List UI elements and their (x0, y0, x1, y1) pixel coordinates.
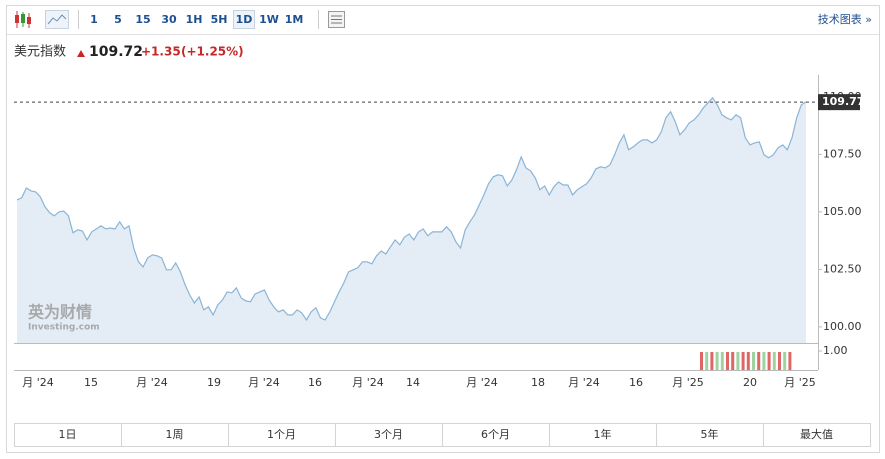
tech-chart-link[interactable]: 技术图表 » (818, 12, 872, 26)
volume-bar (741, 352, 745, 370)
x-tick-label: 月 '25 (672, 376, 704, 389)
range-label: 1日 (59, 428, 77, 441)
volume-bar (788, 352, 792, 370)
interval-button[interactable]: 5 (114, 13, 122, 26)
interval-button[interactable]: 5H (211, 13, 228, 26)
interval-button[interactable]: 30 (161, 13, 177, 26)
volume-bar (752, 352, 755, 370)
table-icon[interactable] (328, 11, 345, 28)
volume-bar (726, 352, 729, 370)
interval-button[interactable]: 1 (90, 13, 98, 26)
x-tick-label: 月 '24 (136, 376, 168, 389)
last-price: 109.72 (89, 44, 143, 60)
last-price-label: 109.77 (822, 95, 864, 108)
x-tick-label: 15 (84, 376, 98, 389)
interval-button[interactable]: 1H (186, 13, 203, 26)
x-tick-label: 20 (743, 376, 757, 389)
range-label: 最大值 (800, 427, 833, 441)
x-tick-label: 18 (531, 376, 545, 389)
volume-bar (710, 352, 714, 370)
range-label: 5年 (701, 427, 719, 441)
range-label: 3个月 (374, 428, 403, 441)
volume-bar (767, 352, 771, 370)
volume-bar (757, 352, 761, 370)
x-tick-label: 月 '24 (248, 376, 280, 389)
candle-icon[interactable] (15, 11, 31, 28)
volume-bar (783, 352, 787, 370)
y-tick-label: 105.00 (823, 205, 862, 218)
range-label: 1年 (594, 427, 612, 441)
volume-bar (731, 352, 735, 370)
volume-bar (772, 352, 776, 370)
range-button[interactable] (763, 423, 871, 447)
watermark-brand: 英为财情 (27, 303, 92, 322)
y-tick-label: 100.00 (823, 320, 862, 333)
interval-button[interactable]: 1M (285, 13, 304, 26)
volume-bar (746, 352, 750, 370)
instrument-name: 美元指数 (14, 45, 66, 60)
selected-box (233, 10, 255, 29)
range-label: 1周 (166, 428, 184, 441)
x-tick-label: 月 '24 (22, 376, 54, 389)
x-tick-label: 月 '24 (352, 376, 384, 389)
volume-bar (762, 352, 766, 370)
last-price-box (818, 94, 860, 111)
watermark-site: Investing.com (28, 323, 100, 333)
area-icon[interactable] (45, 10, 69, 29)
range-label: 6个月 (481, 428, 510, 441)
up-arrow (77, 50, 85, 57)
y-tick-label: 107.50 (823, 147, 862, 160)
interval-button[interactable]: 1D (236, 13, 253, 26)
x-tick-label: 月 '25 (784, 376, 816, 389)
volume-bar (705, 352, 709, 370)
area-fill (17, 97, 806, 343)
interval-button[interactable]: 15 (135, 13, 150, 26)
volume-bar (778, 352, 781, 370)
x-tick-label: 16 (629, 376, 643, 389)
x-tick-label: 月 '24 (466, 376, 498, 389)
volume-bar (715, 352, 719, 370)
price-line (16, 96, 807, 322)
x-tick-label: 16 (308, 376, 322, 389)
plot: 100.00102.50105.00107.50110.00109.771.00… (14, 75, 864, 389)
y-tick-label: 102.50 (823, 262, 862, 275)
range-label: 1个月 (267, 428, 296, 441)
interval-button[interactable]: 1W (259, 13, 279, 26)
change-pct: (+1.25%) (181, 45, 244, 59)
volume-bar (736, 352, 740, 370)
volume-bar (720, 352, 724, 370)
x-tick-label: 14 (406, 376, 420, 389)
x-tick-label: 19 (207, 376, 221, 389)
volume-bar (700, 352, 703, 370)
change: +1.35 (141, 45, 181, 59)
volume-tick-label: 1.00 (823, 344, 848, 357)
x-tick-label: 月 '24 (568, 376, 600, 389)
